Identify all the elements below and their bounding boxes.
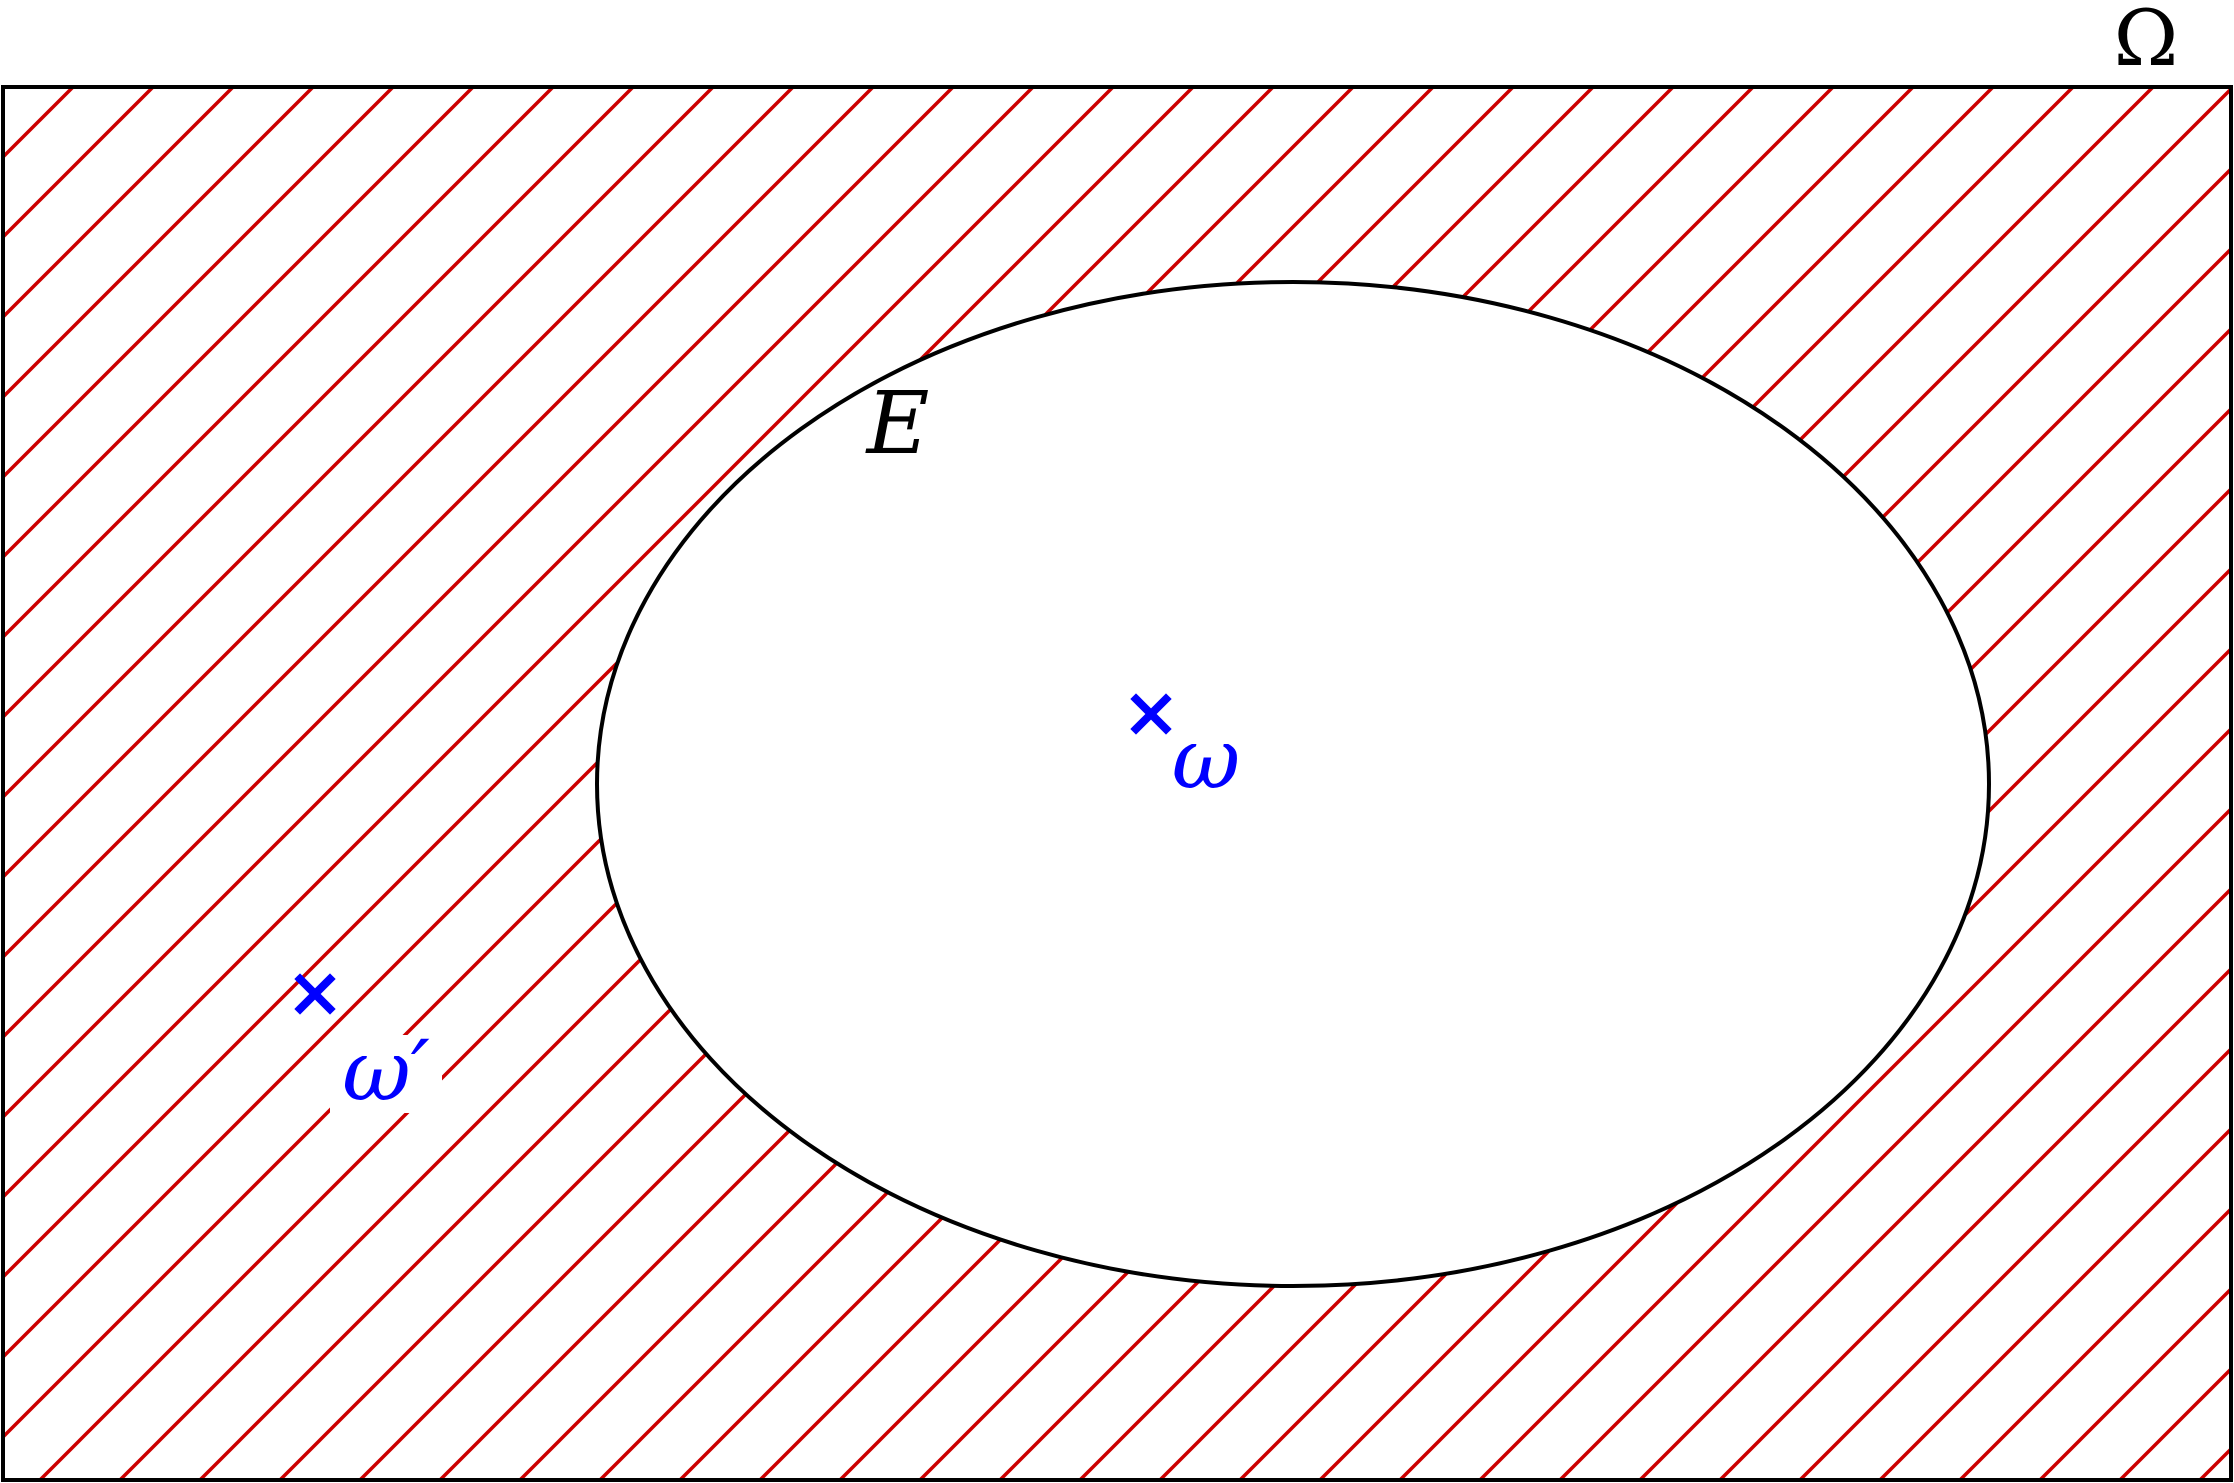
universe-label: Ω <box>2114 0 2179 84</box>
point-omega-label: ω <box>1172 710 1241 808</box>
point-omega-cross-b <box>1130 693 1172 735</box>
point-omega <box>1130 693 1172 735</box>
point-omega-prime-label-background <box>330 1035 442 1113</box>
point-omega-prime <box>294 973 336 1015</box>
point-omega-prime-cross-b <box>294 973 336 1015</box>
point-omega-prime-label: ω′ <box>342 1022 430 1120</box>
event-ellipse <box>595 280 1991 1288</box>
sample-space-border <box>1 85 2233 1482</box>
event-label: E <box>865 374 930 474</box>
